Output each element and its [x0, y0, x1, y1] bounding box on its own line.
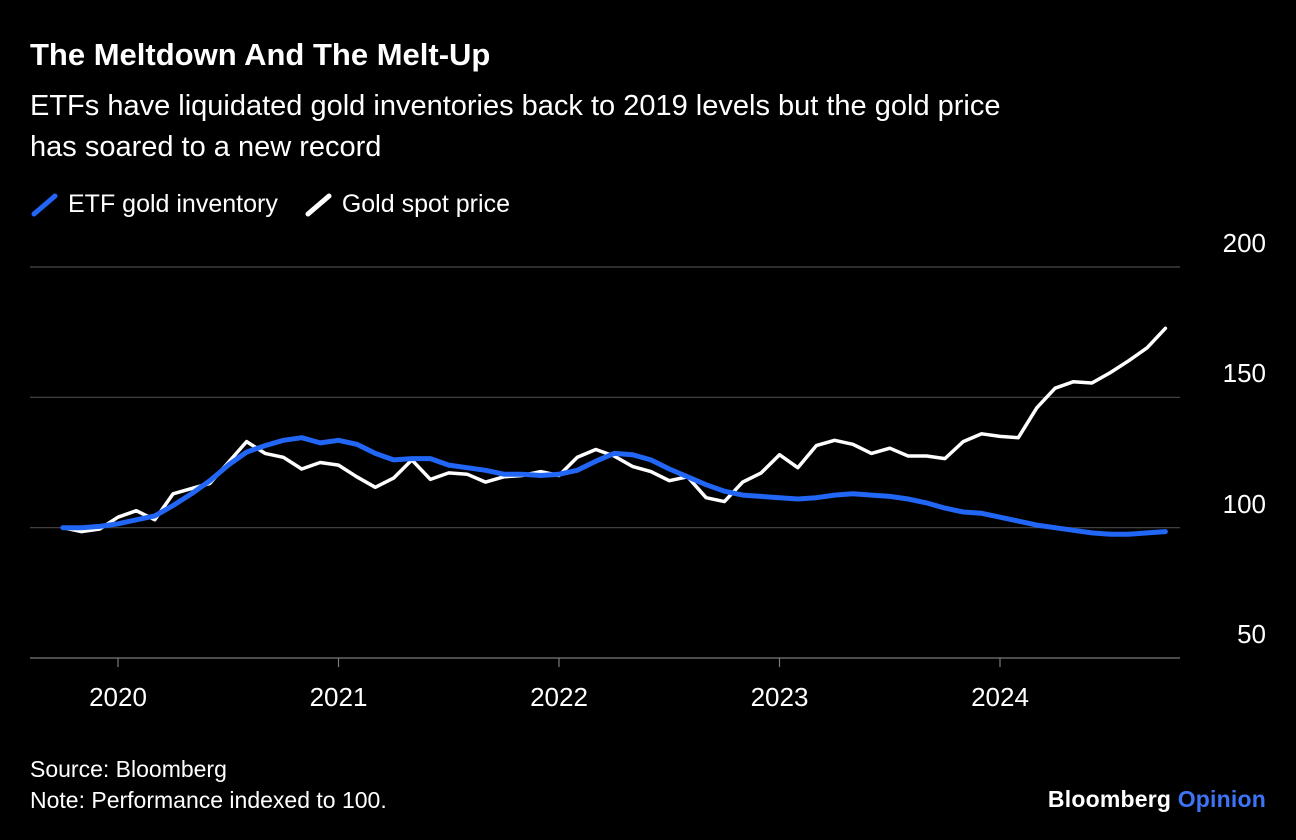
- chart-subtitle-line-1: ETFs have liquidated gold inventories ba…: [30, 90, 1001, 122]
- y-axis-label: 200: [1222, 228, 1266, 258]
- legend-item: ETF gold inventory: [30, 190, 278, 219]
- x-axis-label: 2020: [89, 682, 147, 712]
- legend-line-swatch-icon: [305, 193, 332, 216]
- legend-label: ETF gold inventory: [68, 190, 278, 218]
- source-text: Source: Bloomberg: [30, 756, 227, 782]
- chart-legend: ETF gold inventory Gold spot price: [30, 190, 510, 219]
- series-line-etf-gold-inventory: [60, 435, 1168, 537]
- legend-line-swatch-icon: [31, 193, 58, 216]
- y-axis-label: 50: [1237, 619, 1266, 649]
- x-axis-label: 2023: [750, 682, 809, 712]
- x-axis-label: 2021: [309, 682, 368, 712]
- bloomberg-opinion-logo: Bloomberg Opinion: [1048, 786, 1266, 813]
- legend-label: Gold spot price: [341, 190, 510, 218]
- logo-opinion: Opinion: [1177, 786, 1266, 812]
- chart-header: The Meltdown And The Melt-Up ETFs have l…: [30, 36, 1270, 168]
- y-axis-label: 100: [1222, 488, 1266, 519]
- chart-title: The Meltdown And The Melt-Up: [30, 37, 491, 72]
- chart-footer: Source: Bloomberg Note: Performance inde…: [30, 754, 387, 816]
- x-axis-label: 2022: [530, 682, 588, 712]
- logo-bloomberg: Bloomberg: [1047, 786, 1172, 812]
- chart-subtitle-line-2: has soared to a new record: [30, 131, 382, 163]
- chart-subtitle: ETFs have liquidated gold inventories ba…: [30, 86, 1270, 168]
- y-axis-label: 150: [1222, 358, 1266, 389]
- x-axis-label: 2024: [971, 682, 1029, 712]
- series-line-gold-spot-price: [61, 326, 1168, 534]
- legend-item: Gold spot price: [304, 190, 510, 219]
- note-text: Note: Performance indexed to 100.: [30, 787, 387, 813]
